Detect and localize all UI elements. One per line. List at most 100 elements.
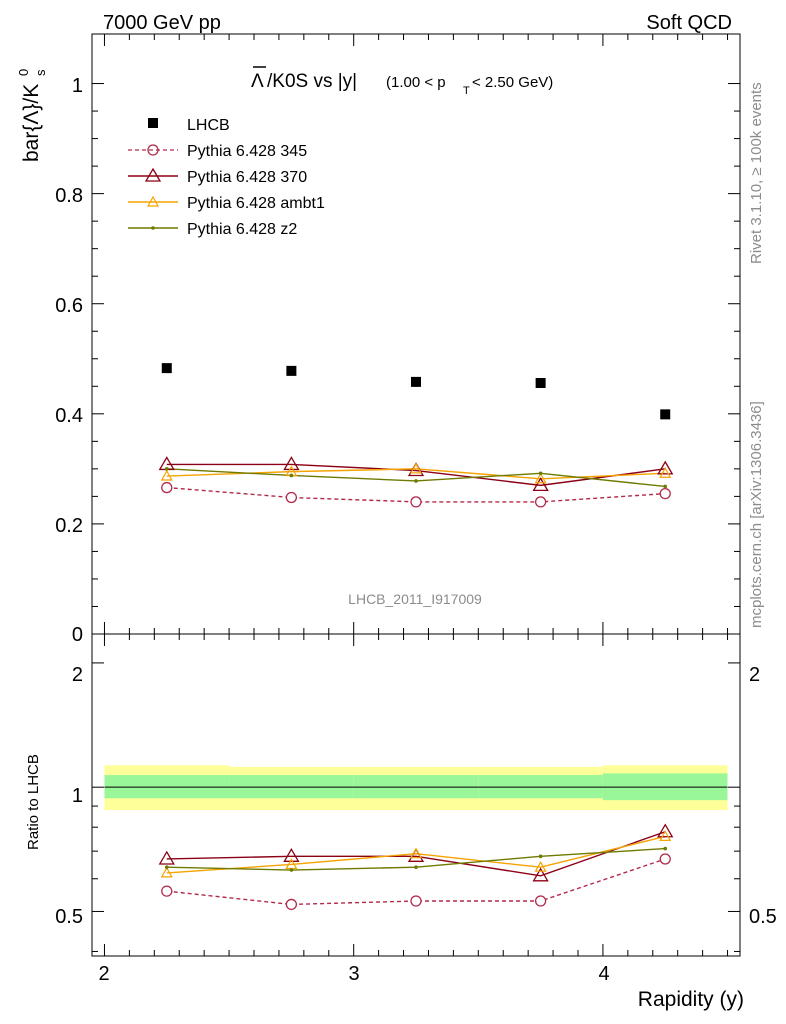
data-point	[160, 469, 173, 481]
data-point	[285, 491, 298, 504]
data-point	[534, 895, 547, 907]
x-tick-labels: 2 3 4	[98, 963, 609, 985]
legend-marker-370	[144, 167, 162, 182]
main-marks	[158, 363, 674, 508]
ratio-band-inner	[104, 775, 230, 799]
axis-ticks	[92, 34, 740, 956]
data-point	[160, 866, 173, 878]
data-point	[289, 868, 294, 872]
data-point	[286, 365, 297, 376]
data-point	[410, 895, 422, 907]
data-point	[534, 860, 547, 872]
ratio-panel-frame	[91, 633, 741, 957]
data-point	[409, 847, 423, 859]
ratio-y-tick-labels: 0.5 1 2 0.5 2	[55, 664, 777, 928]
ratio-band-inner	[229, 775, 354, 799]
legend-marker-lhcb	[148, 118, 158, 128]
chart-title: Λ /K0S vs |y| (1.00 < p T < 2.50 GeV)	[251, 66, 553, 97]
data-point	[538, 854, 543, 859]
data-point	[535, 377, 546, 388]
series-line	[166, 486, 666, 503]
data-point	[414, 479, 418, 483]
main-y-tick-labels: 0 0.2 0.4 0.6 0.8 1	[55, 75, 83, 646]
data-point	[659, 853, 671, 865]
data-point	[289, 473, 294, 478]
y-tick-label: 0.6	[55, 295, 83, 317]
data-point	[534, 472, 547, 484]
y-tick-label: 0.2	[55, 515, 83, 537]
y-axis-title-sub: s	[33, 69, 48, 76]
legend-marker-z2	[151, 226, 155, 230]
data-point	[659, 830, 672, 841]
data-point	[414, 865, 418, 869]
y-axis-title-main: bar{Λ}/K 0 s	[16, 69, 48, 162]
ratio-tick-label-right: 0.5	[749, 906, 777, 928]
legend-marker-ambt1	[146, 195, 160, 207]
ratio-bands	[104, 765, 728, 811]
data-point	[663, 484, 668, 489]
ratio-tick-label: 2	[72, 664, 83, 686]
header-left: 7000 GeV pp	[103, 12, 221, 34]
y-axis-title-ratio: Ratio to LHCB	[25, 754, 42, 850]
ratio-tick-label: 0.5	[55, 906, 83, 928]
x-tick-label: 4	[598, 963, 609, 985]
y-tick-label: 0.8	[55, 185, 83, 207]
legend-marker-345	[147, 144, 159, 156]
data-point	[660, 409, 671, 420]
data-point	[285, 898, 298, 911]
data-point	[534, 496, 547, 508]
data-point	[411, 376, 421, 387]
ratio-tick-label-right: 2	[749, 664, 760, 686]
x-tick-label: 2	[98, 963, 109, 985]
title-cut-prefix: (1.00 < p	[386, 74, 446, 91]
rivet-version-text: Rivet 3.1.10, ≥ 100k events	[748, 82, 765, 264]
y-axis-title-main-text: bar{Λ}/K	[20, 84, 43, 162]
mcplots-text: mcplots.cern.ch [arXiv:1306.3436]	[748, 401, 765, 628]
title-lambda: Λ	[251, 71, 264, 92]
data-point	[659, 467, 672, 478]
y-tick-label: 0	[72, 624, 83, 646]
data-point	[663, 846, 668, 851]
y-tick-label: 1	[72, 75, 83, 97]
title-main: /K0S vs |y|	[267, 71, 357, 92]
ratio-series-line	[166, 831, 666, 877]
ratio-marks	[158, 823, 674, 911]
ratio-series-line	[166, 835, 666, 874]
data-point	[283, 456, 300, 471]
data-point	[164, 865, 169, 869]
legend-label: LHCB	[187, 117, 230, 134]
data-point	[657, 823, 674, 838]
ratio-band-inner	[353, 775, 479, 799]
title-cut-suffix: < 2.50 GeV)	[472, 74, 553, 91]
ratio-tick-label: 1	[72, 785, 83, 807]
legend-label: Pythia 6.428 370	[187, 169, 307, 186]
legend-label: Pythia 6.428 345	[187, 143, 307, 160]
data-point	[409, 462, 423, 474]
y-tick-label: 0.4	[55, 405, 83, 427]
data-point	[532, 867, 549, 882]
header-right: Soft QCD	[646, 12, 732, 34]
data-point	[659, 487, 671, 500]
data-point	[538, 471, 543, 476]
data-point	[407, 848, 425, 862]
title-cut-sub: T	[463, 85, 470, 97]
analysis-watermark: LHCB_2011_I917009	[348, 591, 482, 607]
data-point	[657, 460, 674, 475]
series-line	[166, 463, 666, 487]
data-point	[283, 848, 300, 862]
ratio-band-inner	[478, 775, 603, 799]
data-point	[161, 481, 173, 494]
y-axis-title-sup: 0	[16, 69, 31, 76]
data-point	[158, 850, 175, 865]
data-point	[532, 477, 549, 492]
data-point	[410, 496, 422, 508]
legend: LHCB Pythia 6.428 345 Pythia 6.428 370 P…	[128, 117, 325, 238]
legend-label: Pythia 6.428 ambt1	[187, 195, 325, 212]
series-line	[166, 468, 666, 488]
data-point	[161, 885, 173, 897]
data-point	[161, 363, 172, 374]
legend-label: Pythia 6.428 z2	[187, 221, 297, 238]
x-tick-label: 3	[348, 963, 359, 985]
x-axis-title: Rapidity (y)	[638, 988, 744, 1011]
